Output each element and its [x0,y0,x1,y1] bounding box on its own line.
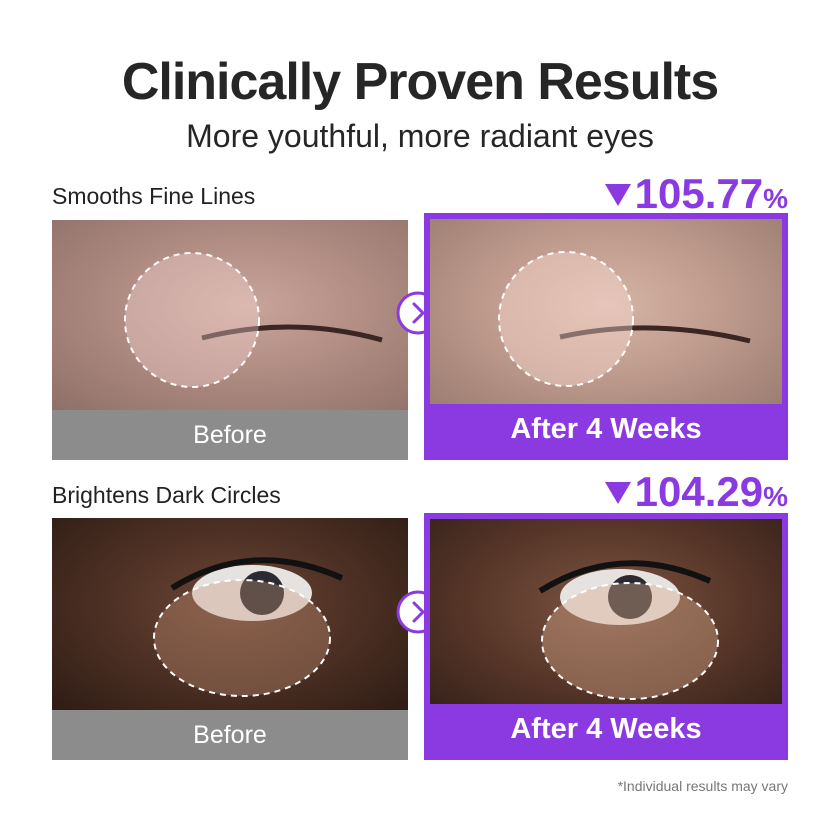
photo-overlay [498,251,751,387]
subtitle: More youthful, more radiant eyes [186,118,654,154]
photo-overlay [124,252,383,388]
after-label: After 4 Weeks [430,404,782,454]
before-panel: Before [52,220,408,460]
photo [52,518,408,710]
stat-value: 105.77 [634,170,764,217]
row-label: Smooths Fine Lines [52,183,256,209]
photo [52,220,408,410]
photo-overlay [153,557,344,697]
title: Clinically Proven Results [121,53,719,111]
photo [430,519,782,710]
stat-value: 104.29 [634,468,764,515]
row-label: Brightens Dark Circles [52,482,281,508]
footnote: *Individual results may vary [617,778,788,794]
before-label: Before [52,410,408,460]
after-label: After 4 Weeks [430,704,782,754]
before-panel: Before [52,518,408,760]
down-triangle [604,184,631,206]
stat-unit: % [763,481,788,512]
stat-unit: % [763,183,788,214]
photo-overlay [538,560,719,700]
after-panel: After 4 Weeks [424,513,788,760]
before-label: Before [52,710,408,760]
after-panel: After 4 Weeks [424,213,788,460]
photo [430,219,782,410]
stat: 104.29% [604,468,788,516]
down-triangle [604,482,631,504]
stat: 105.77% [604,170,788,218]
